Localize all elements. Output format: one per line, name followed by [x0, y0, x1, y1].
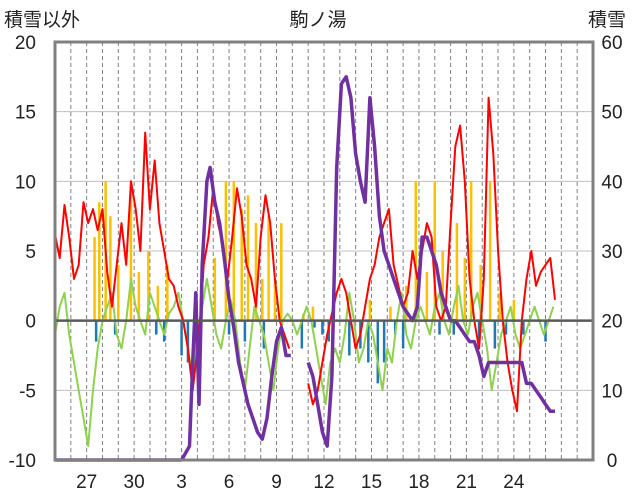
negative-bar [243, 320, 247, 342]
snowfall-bar [469, 181, 473, 321]
y-tick-right-label: 40 [601, 172, 622, 193]
negative-bar [401, 320, 405, 349]
negative-bar [504, 320, 508, 335]
y-axis-left-label: 積雪以外 [4, 9, 80, 31]
x-tick-label: 9 [271, 472, 282, 493]
snowfall-bar [254, 223, 258, 321]
snowfall-bar [261, 278, 264, 321]
y-axis-left-ticks: -10 -5 0 5 10 15 20 [9, 33, 36, 472]
x-tick-label: 6 [224, 472, 235, 493]
plot-frame [53, 40, 595, 462]
chart-title: 駒ノ湯 [289, 9, 346, 31]
snowfall-bar [246, 195, 250, 321]
negative-bar [477, 320, 481, 342]
y-tick-right-label: 10 [601, 381, 622, 402]
x-tick-label: 18 [408, 472, 429, 493]
snowfall-bar [137, 271, 141, 321]
snowfall-bar [455, 223, 459, 321]
negative-bar [382, 320, 386, 363]
y-tick-right-label: 20 [601, 312, 622, 333]
negative-bar [376, 320, 380, 384]
negative-bar [180, 320, 183, 356]
max-temp-line [54, 131, 291, 392]
y-axis-right-ticks: 0 10 20 30 40 50 60 [601, 33, 622, 472]
negative-bar [452, 320, 456, 335]
snowfall-bar [93, 237, 96, 321]
negative-bar [493, 320, 497, 349]
x-axis-ticks: 27 30 3 6 9 12 15 18 21 24 [76, 472, 525, 493]
y-tick-left-label: 15 [15, 103, 36, 124]
y-tick-right-label: 30 [601, 242, 622, 263]
snowfall-bar [232, 181, 236, 321]
negative-bar [522, 320, 525, 335]
x-tick-label: 24 [503, 472, 525, 493]
snowfall-bar [98, 202, 101, 321]
snowfall-bar [213, 257, 217, 321]
y-tick-left-label: -5 [19, 381, 36, 402]
snowfall-bar [147, 251, 150, 321]
y-tick-right-label: 0 [607, 451, 618, 472]
negative-bar [313, 320, 316, 328]
snowfall-bar [129, 181, 133, 321]
x-tick-label: 15 [361, 472, 382, 493]
snowfall-bar [433, 181, 437, 321]
bar-series [93, 181, 547, 384]
x-tick-label: 21 [456, 472, 477, 493]
snowfall-bar [425, 271, 429, 321]
snowfall-bar [224, 181, 228, 321]
y-tick-left-label: 20 [15, 33, 36, 54]
snowfall-bar [267, 216, 270, 321]
snow-depth-line [306, 75, 555, 448]
y-tick-left-label: -10 [9, 451, 36, 472]
snowfall-bar [166, 264, 169, 321]
y-tick-left-label: 5 [25, 242, 36, 263]
negative-bar [367, 320, 370, 363]
snowfall-bar [463, 257, 467, 321]
snowfall-bar [273, 278, 277, 321]
x-tick-label: 27 [76, 472, 97, 493]
y-axis-left-title: 積雪以外 [4, 9, 80, 31]
snowfall-bar [414, 181, 418, 321]
snowfall-bar [156, 285, 160, 321]
x-tick-label: 3 [176, 472, 187, 493]
x-tick-label: 30 [124, 472, 145, 493]
snowfall-bar [109, 216, 112, 321]
snow-depth-line [55, 165, 291, 462]
negative-bar [321, 320, 324, 335]
snowfall-bar [498, 292, 501, 321]
snowfall-bar [389, 306, 392, 321]
snowfall-bar [240, 209, 243, 321]
y-tick-left-label: 0 [25, 312, 36, 333]
negative-bar [300, 320, 304, 349]
negative-bar [348, 320, 351, 356]
snowfall-bar [441, 251, 444, 321]
negative-bar [186, 320, 190, 363]
max-temp-line [307, 96, 556, 413]
negative-bar [94, 320, 98, 342]
negative-bar [227, 320, 231, 335]
y-axis-right-label: 積雪 [588, 9, 626, 31]
negative-bar [155, 320, 158, 335]
y-tick-left-label: 10 [15, 172, 36, 193]
negative-bar [438, 320, 441, 335]
snowfall-bar [368, 299, 372, 321]
y-tick-right-label: 50 [601, 103, 622, 124]
snowfall-bar [479, 264, 482, 321]
snowfall-bar [512, 299, 516, 321]
x-tick-label: 12 [313, 472, 334, 493]
snowfall-bar [488, 181, 492, 321]
snowfall-bar [405, 285, 408, 321]
snowfall-bar [280, 223, 283, 321]
snowfall-bar [117, 264, 120, 321]
snowfall-bar [311, 306, 315, 321]
y-tick-right-label: 60 [601, 33, 622, 54]
